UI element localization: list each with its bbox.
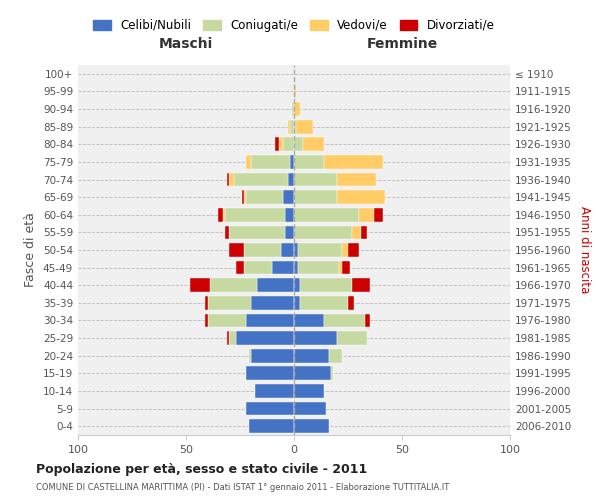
Bar [275,138,279,151]
Bar [208,296,251,310]
Bar [247,314,294,328]
Bar [242,190,244,204]
Bar [290,120,294,134]
Bar [210,278,257,292]
Bar [337,172,376,186]
Bar [337,331,367,345]
Bar [294,172,337,186]
Bar [236,260,244,274]
Text: Popolazione per età, sesso e stato civile - 2011: Popolazione per età, sesso e stato civil… [36,462,367,475]
Bar [302,138,324,151]
Bar [352,226,361,239]
Bar [329,349,341,362]
Bar [294,190,337,204]
Bar [294,314,324,328]
Bar [294,278,301,292]
Text: Femmine: Femmine [367,37,437,51]
Bar [248,420,294,433]
Bar [294,84,296,98]
Bar [257,278,294,292]
Bar [223,208,225,222]
Bar [294,138,302,151]
Bar [294,226,352,239]
Bar [294,208,359,222]
Bar [365,314,370,328]
Bar [292,102,294,116]
Bar [294,349,329,362]
Bar [294,420,329,433]
Bar [281,243,294,257]
Bar [348,296,355,310]
Bar [190,278,210,292]
Bar [205,314,208,328]
Bar [337,190,385,204]
Bar [248,349,251,362]
Bar [229,331,236,345]
Bar [341,260,350,274]
Bar [244,190,247,204]
Bar [294,331,337,345]
Bar [301,296,348,310]
Y-axis label: Anni di nascita: Anni di nascita [578,206,591,294]
Bar [247,366,294,380]
Bar [251,296,294,310]
Bar [294,296,301,310]
Bar [247,402,294,415]
Bar [348,243,359,257]
Bar [229,243,244,257]
Bar [331,366,333,380]
Bar [251,155,290,169]
Bar [227,172,229,186]
Bar [272,260,294,274]
Bar [247,155,251,169]
Bar [294,120,296,134]
Bar [294,384,324,398]
Bar [205,296,208,310]
Bar [233,172,287,186]
Bar [229,226,286,239]
Bar [287,120,290,134]
Bar [229,172,233,186]
Bar [283,138,294,151]
Bar [341,243,348,257]
Bar [340,260,341,274]
Bar [294,260,298,274]
Bar [324,314,365,328]
Bar [227,331,229,345]
Bar [294,102,301,116]
Bar [247,190,283,204]
Bar [361,226,367,239]
Bar [286,226,294,239]
Bar [279,138,283,151]
Bar [294,243,298,257]
Bar [294,155,324,169]
Bar [283,190,294,204]
Bar [294,366,331,380]
Bar [208,314,247,328]
Bar [286,208,294,222]
Bar [298,243,341,257]
Bar [236,331,294,345]
Text: COMUNE DI CASTELLINA MARITTIMA (PI) - Dati ISTAT 1° gennaio 2011 - Elaborazione : COMUNE DI CASTELLINA MARITTIMA (PI) - Da… [36,482,449,492]
Bar [218,208,223,222]
Bar [287,172,294,186]
Text: Maschi: Maschi [159,37,213,51]
Legend: Celibi/Nubili, Coniugati/e, Vedovi/e, Divorziati/e: Celibi/Nubili, Coniugati/e, Vedovi/e, Di… [90,16,498,36]
Bar [359,208,374,222]
Bar [255,384,294,398]
Bar [290,155,294,169]
Bar [352,278,370,292]
Bar [251,349,294,362]
Y-axis label: Fasce di età: Fasce di età [25,212,37,288]
Bar [374,208,383,222]
Bar [244,243,281,257]
Bar [244,260,272,274]
Bar [301,278,352,292]
Bar [225,208,286,222]
Bar [298,260,340,274]
Bar [296,120,313,134]
Bar [324,155,383,169]
Bar [225,226,229,239]
Bar [294,402,326,415]
